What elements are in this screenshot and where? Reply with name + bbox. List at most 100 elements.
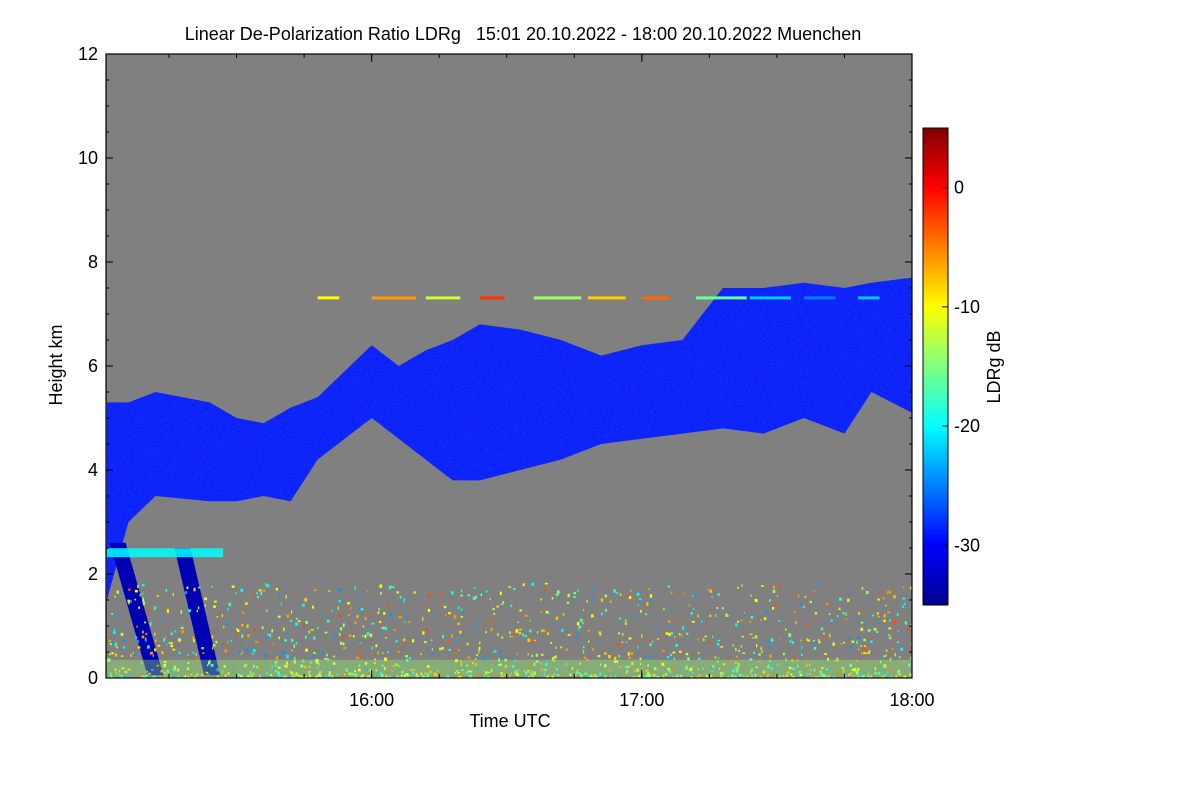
- aerosol-speckle: [904, 621, 907, 625]
- aerosol-speckle: [653, 667, 657, 670]
- aerosol-speckle: [576, 669, 579, 671]
- aerosol-speckle: [373, 653, 376, 656]
- aerosol-speckle: [379, 620, 382, 623]
- aerosol-speckle: [141, 676, 143, 678]
- aerosol-speckle: [720, 668, 722, 672]
- aerosol-speckle: [401, 670, 404, 674]
- aerosol-speckle: [404, 615, 407, 618]
- aerosol-speckle: [838, 669, 840, 673]
- aerosol-speckle: [543, 672, 545, 676]
- aerosol-speckle: [196, 609, 198, 613]
- aerosol-speckle: [146, 674, 149, 677]
- aerosol-speckle: [244, 664, 246, 668]
- aerosol-speckle: [466, 642, 469, 646]
- aerosol-speckle: [665, 673, 667, 676]
- aerosol-speckle: [460, 608, 463, 611]
- aerosol-speckle: [637, 645, 639, 649]
- aerosol-speckle: [903, 585, 905, 589]
- aerosol-speckle: [109, 639, 111, 642]
- aerosol-speckle: [467, 670, 471, 673]
- aerosol-speckle: [533, 639, 536, 642]
- aerosol-speckle: [625, 641, 628, 644]
- aerosol-speckle: [586, 600, 588, 603]
- aerosol-speckle: [861, 674, 865, 677]
- aerosol-speckle: [350, 606, 352, 610]
- aerosol-speckle: [207, 664, 209, 667]
- aerosol-speckle: [820, 674, 823, 677]
- aerosol-speckle: [555, 655, 557, 659]
- aerosol-speckle: [313, 589, 317, 592]
- aerosol-speckle: [381, 674, 384, 678]
- aerosol-speckle: [631, 675, 634, 678]
- aerosol-speckle: [364, 661, 368, 665]
- aerosol-speckle: [579, 674, 583, 678]
- aerosol-speckle: [109, 653, 111, 656]
- aerosol-speckle: [885, 604, 887, 607]
- aerosol-speckle: [459, 674, 462, 678]
- aerosol-speckle: [797, 664, 799, 669]
- aerosol-speckle: [286, 661, 288, 665]
- colorbar-label: LDRg dB: [984, 330, 1004, 403]
- aerosol-speckle: [779, 584, 781, 588]
- aerosol-speckle: [445, 613, 447, 617]
- aerosol-speckle: [266, 672, 269, 675]
- aerosol-speckle: [667, 667, 670, 671]
- aerosol-speckle: [662, 608, 665, 610]
- aerosol-speckle: [867, 675, 869, 678]
- aerosol-speckle: [535, 660, 539, 663]
- aerosol-speckle: [869, 649, 871, 653]
- aerosol-speckle: [447, 639, 450, 644]
- aerosol-speckle: [853, 668, 856, 672]
- aerosol-speckle: [295, 672, 298, 676]
- aerosol-speckle: [249, 673, 252, 676]
- aerosol-speckle: [467, 594, 470, 597]
- aerosol-speckle: [383, 611, 386, 615]
- aerosol-speckle: [143, 601, 145, 606]
- aerosol-speckle: [777, 663, 779, 666]
- aerosol-speckle: [802, 675, 804, 678]
- aerosol-speckle: [211, 635, 214, 639]
- aerosol-speckle: [798, 674, 801, 678]
- aerosol-speckle: [275, 664, 277, 667]
- aerosol-speckle: [293, 673, 296, 677]
- aerosol-speckle: [407, 674, 410, 677]
- aerosol-speckle: [531, 654, 534, 658]
- aerosol-speckle: [553, 659, 556, 662]
- aerosol-speckle: [828, 670, 831, 673]
- aerosol-speckle: [823, 635, 826, 637]
- aerosol-speckle: [379, 584, 383, 588]
- aerosol-speckle: [391, 670, 393, 673]
- aerosol-speckle: [874, 671, 877, 675]
- aerosol-speckle: [792, 675, 795, 678]
- aerosol-speckle: [790, 675, 793, 678]
- aerosol-speckle: [223, 625, 225, 629]
- aerosol-speckle: [626, 669, 629, 672]
- aerosol-speckle: [747, 675, 749, 678]
- aerosol-speckle: [176, 668, 180, 672]
- aerosol-speckle: [679, 650, 682, 653]
- aerosol-speckle: [735, 667, 739, 671]
- aerosol-speckle: [885, 649, 888, 652]
- aerosol-speckle: [555, 646, 557, 649]
- aerosol-speckle: [389, 673, 392, 675]
- aerosol-speckle: [277, 666, 281, 669]
- aerosol-speckle: [627, 666, 631, 668]
- aerosol-speckle: [490, 668, 493, 673]
- aerosol-speckle: [405, 642, 407, 646]
- aerosol-speckle: [429, 662, 432, 664]
- aerosol-speckle: [807, 639, 810, 642]
- aerosol-speckle: [377, 651, 379, 655]
- aerosol-speckle: [119, 669, 120, 673]
- aerosol-speckle: [717, 593, 720, 596]
- aerosol-speckle: [341, 636, 345, 639]
- aerosol-speckle: [441, 647, 444, 650]
- aerosol-speckle: [891, 670, 894, 673]
- aerosol-speckle: [555, 623, 558, 625]
- aerosol-speckle: [230, 639, 233, 642]
- aerosol-speckle: [668, 632, 671, 636]
- aerosol-speckle: [374, 658, 377, 661]
- aerosol-speckle: [591, 589, 594, 592]
- aerosol-speckle: [882, 676, 885, 678]
- aerosol-speckle: [786, 671, 788, 674]
- aerosol-speckle: [555, 593, 559, 596]
